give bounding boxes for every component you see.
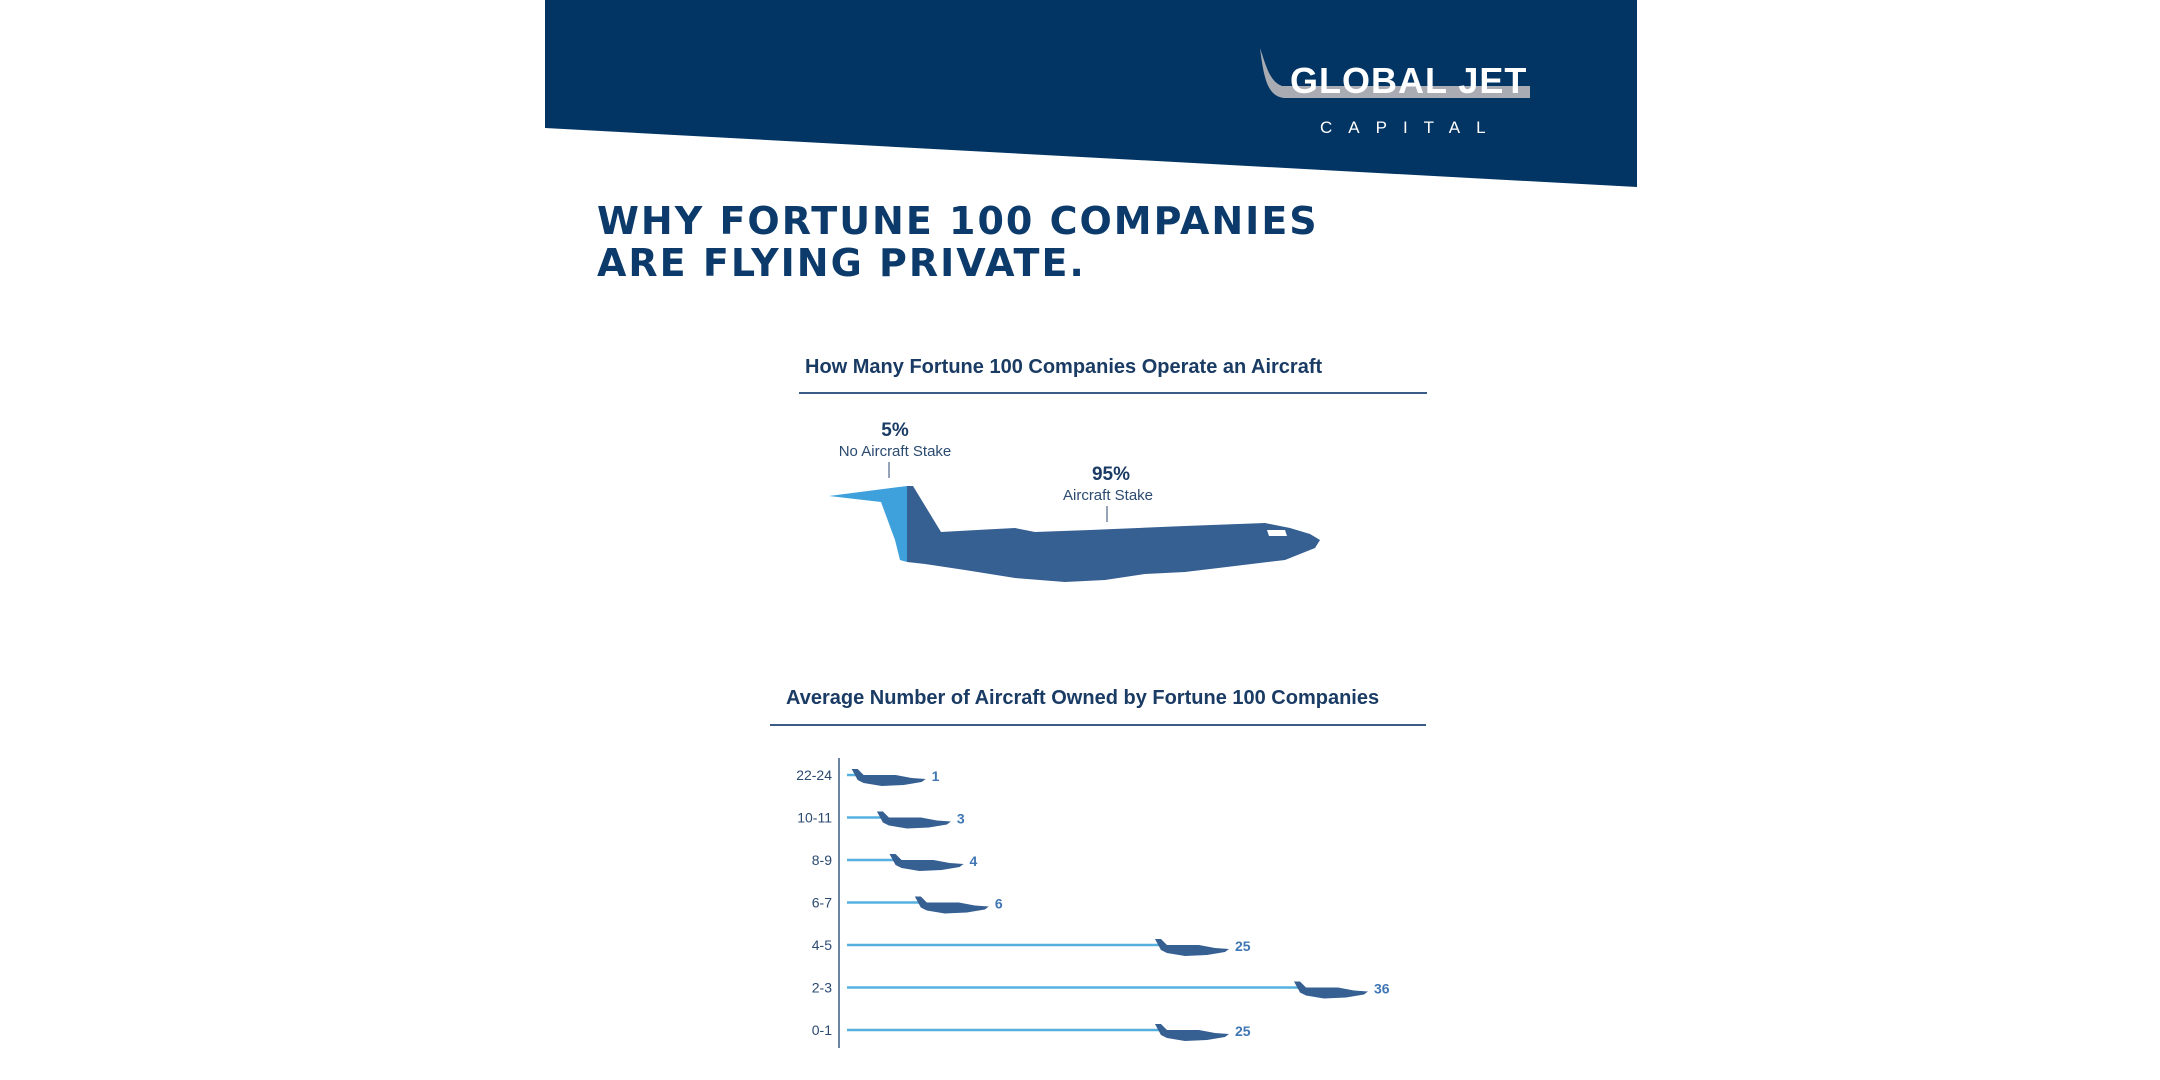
chart-2-jet-marker-icon xyxy=(914,896,989,914)
chart-2-rule xyxy=(770,724,1426,726)
chart-2-value-label: 6 xyxy=(995,896,1003,912)
page-title-line-1: WHY FORTUNE 100 COMPANIES xyxy=(597,199,1319,243)
chart-2-tick-label: 8-9 xyxy=(812,852,832,868)
chart-2-value-label: 3 xyxy=(957,811,965,827)
chart-2-value-label: 1 xyxy=(932,768,940,784)
global-jet-capital-logo: GLOBAL JET CAPITAL xyxy=(1260,40,1560,150)
page-title-line-2: ARE FLYING PRIVATE. xyxy=(597,241,1086,285)
chart-1-label-category-1: Aircraft Stake xyxy=(1063,487,1153,504)
header-background xyxy=(545,0,1637,187)
slice-no-aircraft-stake xyxy=(829,486,907,562)
chart-2-tick-label: 22-24 xyxy=(796,767,832,783)
chart-2-jet-marker-icon xyxy=(1294,981,1368,999)
chart-2-jet-marker-icon xyxy=(876,811,951,829)
chart-1-title: How Many Fortune 100 Companies Operate a… xyxy=(805,356,1323,378)
cockpit-window-icon xyxy=(1267,530,1287,536)
chart-2-tick-label: 4-5 xyxy=(812,937,832,953)
chart-2-jet-marker-icon xyxy=(889,854,964,871)
chart-1-jet-silhouette xyxy=(829,486,1320,582)
chart-2-tick-label: 10-11 xyxy=(797,810,832,826)
chart-2-jet-marker-icon xyxy=(1154,1024,1229,1041)
chart-2-jet-marker-icon xyxy=(1154,939,1229,956)
chart-2-jet-marker-icon xyxy=(851,769,926,786)
logo-swoosh-icon xyxy=(1260,48,1530,98)
chart-2-value-label: 4 xyxy=(970,853,978,869)
chart-1-aircraft-share: 5% No Aircraft Stake 95% Aircraft Stake xyxy=(829,420,1320,582)
header-band xyxy=(545,0,1637,187)
chart-1-rule xyxy=(799,392,1427,394)
chart-2-tick-label: 6-7 xyxy=(812,895,832,911)
chart-2-value-label: 36 xyxy=(1374,981,1390,997)
slice-aircraft-stake xyxy=(907,486,1320,582)
chart-1-label-category-0: No Aircraft Stake xyxy=(839,443,952,460)
chart-2-tick-label: 2-3 xyxy=(812,980,832,996)
chart-2-aircraft-count: 22-24 1 10-11 3 8-9 4 6-7 6 4-5 25 2-3 36 0-1 25 xyxy=(796,758,1390,1048)
chart-1-label-value-0: 5% xyxy=(881,420,909,441)
chart-2-value-label: 25 xyxy=(1235,938,1251,954)
infographic-page: GLOBAL JET CAPITAL WHY FORTUNE 100 COMPA… xyxy=(545,0,1637,1080)
page-title: WHY FORTUNE 100 COMPANIES ARE FLYING PRI… xyxy=(597,200,1319,284)
chart-2-title: Average Number of Aircraft Owned by Fort… xyxy=(786,687,1380,709)
chart-2-value-label: 25 xyxy=(1235,1023,1251,1039)
chart-1-label-value-1: 95% xyxy=(1092,464,1130,485)
chart-2-tick-label: 0-1 xyxy=(812,1022,832,1038)
logo-wordmark: GLOBAL JET xyxy=(1290,60,1528,101)
logo-subtitle: CAPITAL xyxy=(1320,118,1502,137)
